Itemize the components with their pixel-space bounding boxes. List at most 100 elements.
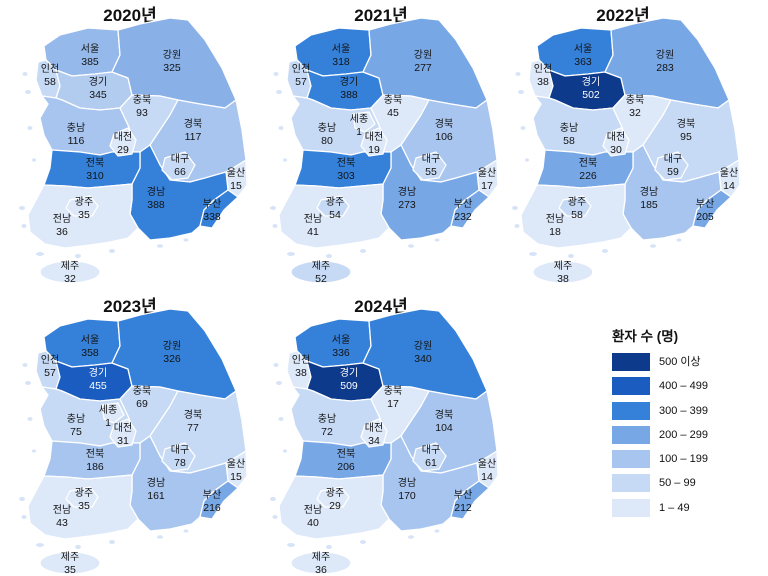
region-name-gwangju: 광주 <box>326 487 344 499</box>
region-value-daegu: 66 <box>174 166 186 178</box>
region-value-chungnam: 58 <box>563 135 575 147</box>
region-name-daegu: 대구 <box>171 153 189 165</box>
region-name-sejong: 세종 <box>350 113 368 125</box>
region-busan <box>450 189 490 229</box>
island-shape <box>408 535 414 539</box>
legend-item: 50 – 99 <box>612 474 762 498</box>
legend-list: 500 이상 400 – 499 300 – 399 200 – 299 100 – 1… <box>612 353 762 523</box>
region-name-chungbuk: 충북 <box>384 94 402 106</box>
region-name-seoul: 서울 <box>574 43 592 55</box>
region-value-jeju: 52 <box>315 273 327 284</box>
legend-title: 환자 수 (명) <box>612 329 679 344</box>
region-name-gangwon: 강원 <box>656 49 674 61</box>
island-shape <box>278 417 284 421</box>
region-name-gyeongnam: 경남 <box>640 185 658 198</box>
region-value-incheon: 57 <box>44 367 56 379</box>
islands <box>270 363 440 549</box>
region-name-jeonbuk: 전북 <box>579 157 597 169</box>
region-value-gangwon: 340 <box>414 353 432 365</box>
region-value-ulsan: 15 <box>230 471 242 483</box>
island-shape <box>602 249 608 253</box>
map-year-title: 2023년 <box>103 297 156 316</box>
region-daegu <box>161 442 196 472</box>
island-shape <box>518 90 524 94</box>
region-value-gangwon: 325 <box>163 62 181 74</box>
legend-swatch <box>612 401 650 420</box>
region-name-gyeonggi: 경기 <box>340 366 358 379</box>
region-value-jeonbuk: 206 <box>337 461 355 473</box>
island-shape <box>19 206 25 210</box>
region-value-gyeongnam: 170 <box>398 490 416 502</box>
island-shape <box>276 381 282 385</box>
island-shape <box>512 206 518 210</box>
region-name-busan: 부산 <box>203 489 221 501</box>
region-name-incheon: 인천 <box>534 63 552 75</box>
region-name-jeonnam: 전남 <box>304 504 322 516</box>
region-value-gyeongbuk: 95 <box>680 131 692 143</box>
region-value-ulsan: 14 <box>723 180 735 192</box>
island-shape <box>183 529 189 533</box>
region-name-jeonbuk: 전북 <box>86 448 104 460</box>
region-name-daegu: 대구 <box>171 444 189 456</box>
region-value-jeju: 32 <box>64 273 76 284</box>
region-shapes <box>278 308 499 575</box>
region-name-daegu: 대구 <box>422 444 440 456</box>
region-value-gyeongnam: 273 <box>398 199 416 211</box>
island-shape <box>21 515 27 519</box>
region-name-seoul: 서울 <box>81 43 99 55</box>
island-shape <box>408 244 414 248</box>
region-value-seoul: 358 <box>81 347 99 359</box>
region-name-daejeon: 대전 <box>114 422 132 434</box>
island-shape <box>273 363 279 367</box>
region-jeju <box>290 551 352 575</box>
region-name-gwangju: 광주 <box>568 196 586 208</box>
region-jeju <box>532 260 594 284</box>
region-value-sejong: 1 <box>356 126 362 138</box>
region-name-chungbuk: 충북 <box>384 385 402 397</box>
region-value-chungbuk: 45 <box>387 107 399 119</box>
region-name-daejeon: 대전 <box>365 422 383 434</box>
island-shape <box>272 515 278 519</box>
island-shape <box>514 224 520 228</box>
region-name-ulsan: 울산 <box>227 458 245 470</box>
island-shape <box>276 90 282 94</box>
legend-label: 1 – 49 <box>659 501 690 514</box>
island-shape <box>278 126 284 130</box>
region-value-daejeon: 19 <box>368 144 380 156</box>
island-shape <box>22 72 28 76</box>
region-name-seoul: 서울 <box>332 334 350 346</box>
region-value-gyeonggi: 509 <box>340 380 358 392</box>
island-shape <box>36 252 44 256</box>
region-value-sejong: 1 <box>105 417 111 429</box>
island-shape <box>27 417 33 421</box>
island-shape <box>75 545 81 549</box>
region-value-gwangju: 35 <box>78 209 90 221</box>
region-value-jeonnam: 18 <box>549 226 561 238</box>
region-value-seoul: 385 <box>81 56 99 68</box>
region-name-gyeongnam: 경남 <box>147 185 165 198</box>
region-value-gwangju: 29 <box>329 500 341 512</box>
island-shape <box>360 249 366 253</box>
region-name-seoul: 서울 <box>81 334 99 346</box>
region-value-jeonnam: 36 <box>56 226 68 238</box>
region-value-gyeongbuk: 104 <box>435 422 453 434</box>
region-value-incheon: 58 <box>44 76 56 88</box>
region-daejeon <box>360 127 388 157</box>
legend-item: 100 – 199 <box>612 450 762 474</box>
region-name-sejong: 세종 <box>99 404 117 416</box>
region-value-chungbuk: 69 <box>136 398 148 410</box>
region-name-incheon: 인천 <box>41 354 59 366</box>
map-year-title: 2024년 <box>354 297 407 316</box>
region-name-gyeongnam: 경남 <box>398 476 416 489</box>
island-shape <box>273 72 279 76</box>
region-name-chungnam: 충남 <box>318 413 336 425</box>
region-name-chungbuk: 충북 <box>626 94 644 106</box>
region-value-chungnam: 80 <box>321 135 333 147</box>
islands <box>19 72 189 258</box>
region-name-chungbuk: 충북 <box>133 385 151 397</box>
region-gwangju <box>65 486 99 508</box>
region-gwangju <box>316 486 350 508</box>
